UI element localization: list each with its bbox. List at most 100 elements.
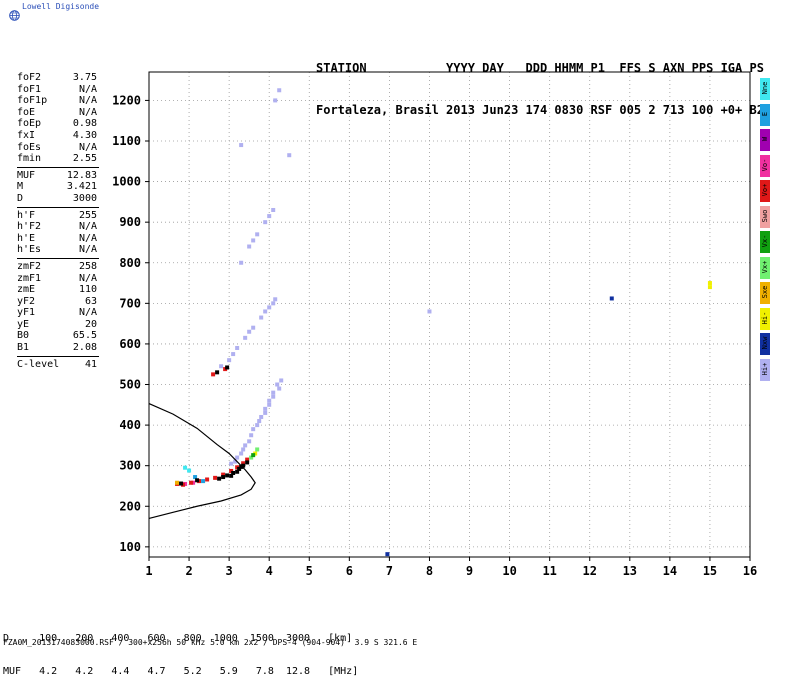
param-label: foE [17,106,36,118]
param-label: foEs [17,141,42,153]
echo-point [197,479,202,484]
legend-label: Hi- [761,311,769,324]
param-row: foF2 3.75 [17,72,97,84]
param-label: yF1 [17,307,36,319]
param-row: B1 2.08 [17,342,97,354]
echo-point [279,378,284,383]
x-tick-label: 15 [703,564,717,578]
param-label: fxI [17,129,36,141]
echo-point [189,480,194,485]
param-value: 12.83 [66,169,97,181]
param-row: foEs N/A [17,142,97,154]
y-tick-label: 400 [119,418,141,432]
echo-point [239,260,244,265]
echo-point [217,476,222,481]
echo-point [275,382,280,387]
legend-swatch: Vx+ [760,256,770,279]
param-value: 3000 [72,192,97,204]
param-value: 41 [84,358,97,370]
param-value: N/A [78,244,97,256]
echo-point [235,345,240,350]
echo-point [247,329,252,334]
param-row: zmE 110 [17,284,97,296]
param-label: fmin [17,153,42,165]
param-row: C-level 41 [17,359,97,371]
legend-swatch: Nne [760,78,770,100]
echo-point [247,244,252,249]
echo-point [251,427,256,432]
echo-point [181,482,186,487]
echo-point [255,447,260,452]
echo-point [385,552,390,557]
echo-point [187,468,192,473]
param-value: N/A [78,83,97,95]
echo-point [243,335,248,340]
scaled-parameters-panel: foF2 3.75 foF1 N/A foF1p N/A foE N/A foEp 0.98 fxI… [17,72,99,371]
legend-label: Nxw [761,336,769,350]
param-value: N/A [78,221,97,233]
echo-point [263,406,268,411]
param-label: foF1 [17,83,42,95]
echo-point [221,472,226,477]
param-separator [17,206,99,208]
echo-point [223,367,228,372]
param-value: 3.421 [66,181,97,193]
echo-point [231,352,236,357]
y-tick-label: 200 [119,499,141,513]
x-tick-label: 2 [185,564,192,578]
x-tick-label: 10 [502,564,516,578]
echo-point [263,309,268,314]
legend-label: Nne [761,81,769,95]
param-label: C-level [17,358,60,370]
echo-point [241,461,246,466]
echo-point [191,480,196,485]
echo-point [205,477,210,482]
y-tick-label: 1000 [112,175,141,189]
echo-point [221,475,226,480]
param-label: foF2 [17,72,42,83]
param-row: yE 20 [17,319,97,331]
echo-point [267,398,272,403]
echo-point [287,153,292,158]
echo-point [219,364,224,369]
echo-point [267,402,272,407]
echo-point [707,285,712,290]
legend-swatch: Hi+ [760,358,770,381]
param-label: yE [17,318,30,330]
x-tick-label: 8 [426,564,433,578]
logo-text: Lowell Digisonde [22,2,100,11]
file-info-footer: FZA0M_2013174083000.RSF / 300+x256h 50 k… [3,638,418,647]
echo-point [183,465,188,470]
echo-point [273,98,278,103]
echo-point [239,451,244,456]
echo-point [259,414,264,419]
echo-point [249,433,254,438]
param-value: 4.30 [72,129,97,141]
param-row: zmF1 N/A [17,273,97,285]
echo-point [263,220,268,225]
y-tick-label: 700 [119,296,141,310]
echo-point [179,481,184,486]
legend-label: Vx+ [761,260,769,273]
param-value: 255 [78,209,97,221]
legend-label: Vo+ [761,183,769,197]
legend-label: Vo- [761,158,769,171]
echo-point [241,463,246,468]
echo-point [427,309,432,314]
x-tick-label: 16 [743,564,757,578]
param-row: h'E N/A [17,233,97,245]
echo-point [239,464,244,469]
legend-swatch: Vo+ [760,180,770,202]
param-row: B0 65.5 [17,330,97,342]
y-tick-label: 900 [119,215,141,229]
param-row: foF1 N/A [17,84,97,96]
param-label: yF2 [17,295,36,307]
legend-swatch: Hi- [760,307,770,330]
param-row: h'Es N/A [17,244,97,256]
param-value: 258 [78,260,97,272]
x-tick-label: 12 [583,564,597,578]
echo-point [229,473,234,478]
param-row: yF1 N/A [17,307,97,319]
x-tick-label: 7 [386,564,393,578]
param-value: 20 [84,318,97,330]
